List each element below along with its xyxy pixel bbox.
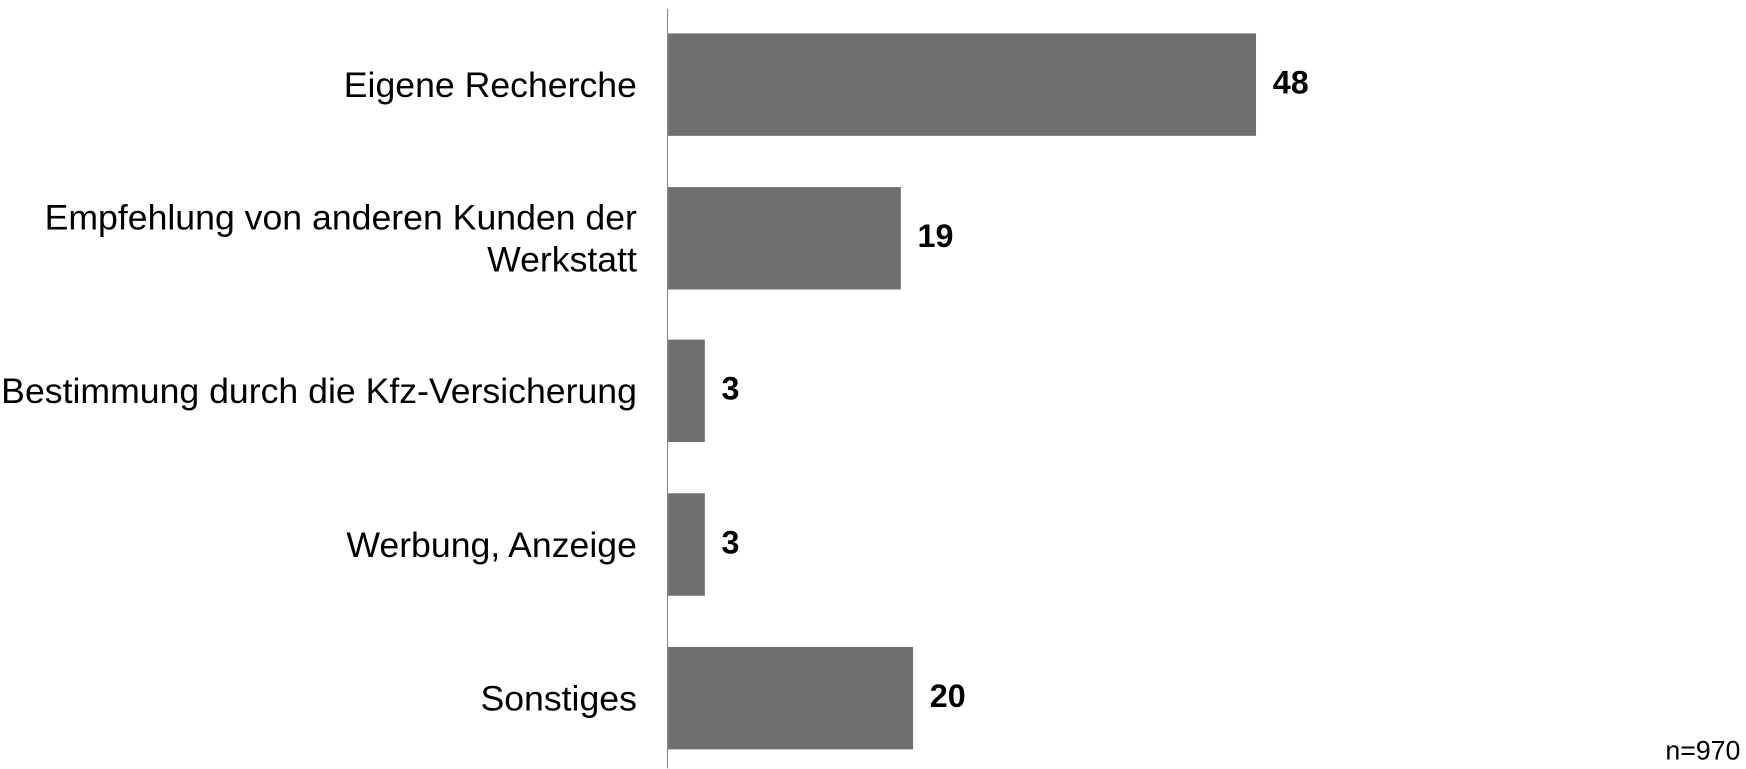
category-label: Empfehlung von anderen Kunden der Werkst… xyxy=(44,196,637,280)
value-label: 19 xyxy=(917,219,954,255)
value-label: 3 xyxy=(721,525,740,562)
bar xyxy=(668,33,1257,136)
category-label-box: Empfehlung von anderen Kunden der Werkst… xyxy=(0,187,637,289)
bar xyxy=(668,186,901,290)
category-label: Bestimmung durch die Kfz-Versicherung xyxy=(1,371,637,412)
category-label: Werbung, Anzeige xyxy=(346,524,637,565)
category-label: Eigene Recherche xyxy=(343,64,637,105)
category-label-box: Sonstiges xyxy=(0,647,637,749)
bar xyxy=(668,340,705,443)
category-label-box: Werbung, Anzeige xyxy=(0,493,637,595)
value-label: 48 xyxy=(1272,65,1309,102)
value-label: 3 xyxy=(721,372,740,408)
category-label: Sonstiges xyxy=(480,677,637,718)
bar xyxy=(668,493,705,596)
bar xyxy=(668,646,914,750)
category-label-box: Bestimmung durch die Kfz-Versicherung xyxy=(0,340,637,442)
category-axis xyxy=(666,8,669,769)
sample-size-note: n=970 xyxy=(1665,736,1741,767)
category-label-box: Eigene Recherche xyxy=(0,33,637,135)
value-label: 20 xyxy=(929,679,966,715)
